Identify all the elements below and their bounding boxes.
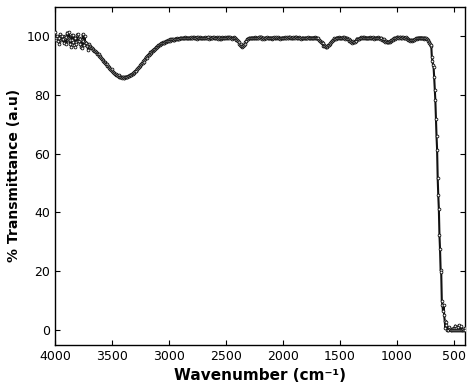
- X-axis label: Wavenumber (cm⁻¹): Wavenumber (cm⁻¹): [174, 368, 346, 383]
- Y-axis label: % Transmittance (a.u): % Transmittance (a.u): [7, 89, 21, 262]
